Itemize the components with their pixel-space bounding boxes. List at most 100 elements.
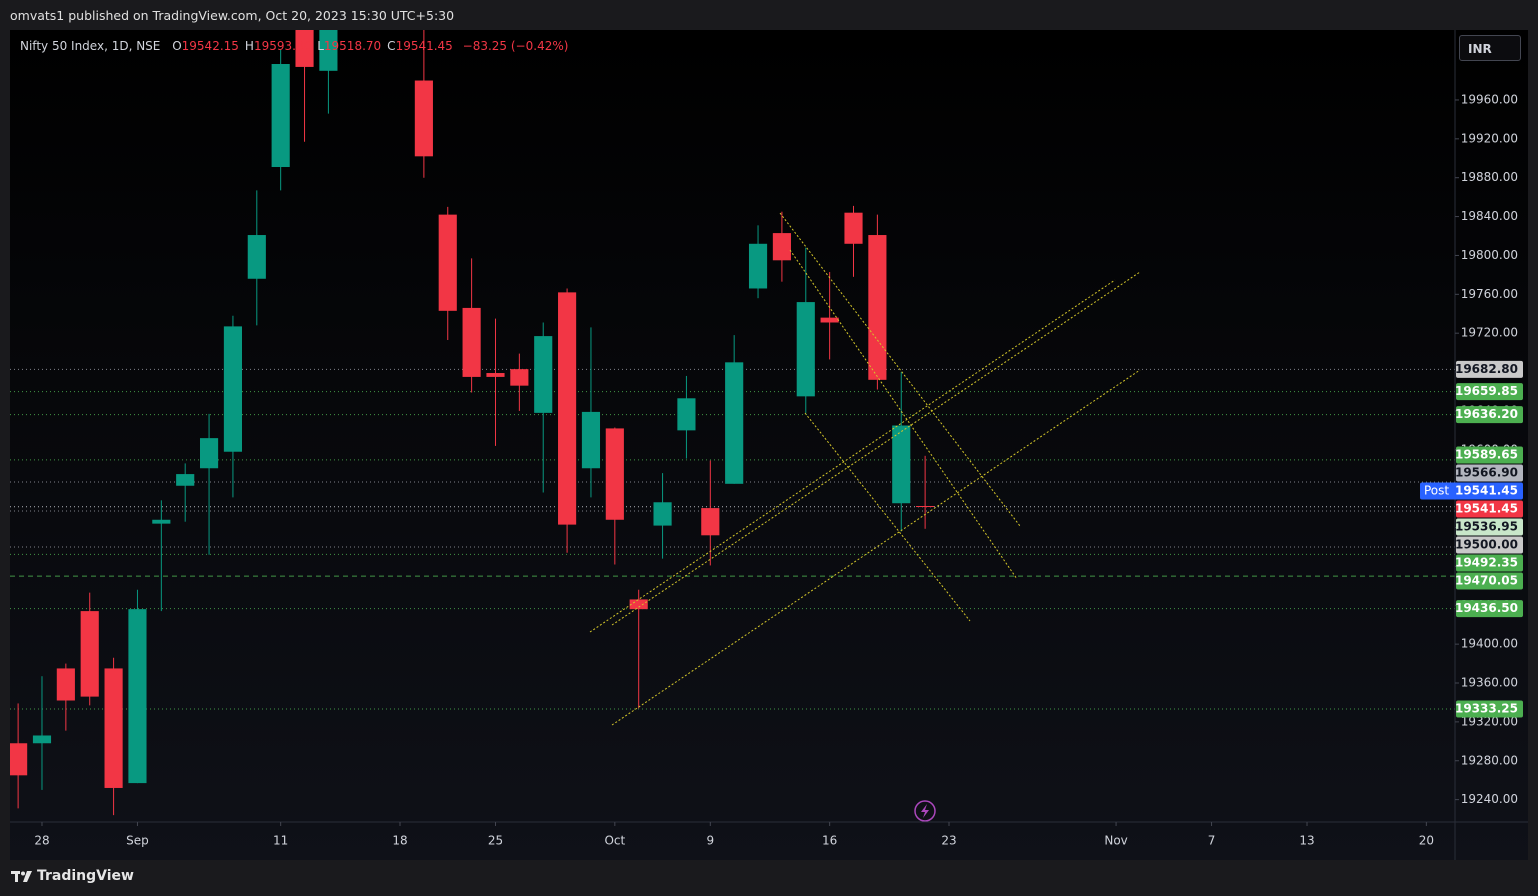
price-level-label: 19659.85 bbox=[1455, 384, 1518, 398]
event-bolt[interactable] bbox=[921, 804, 929, 818]
price-level-label: 19436.50 bbox=[1455, 601, 1518, 615]
candle-body bbox=[438, 214, 457, 311]
y-tick-label: 19960.00 bbox=[1461, 92, 1518, 106]
candle-body bbox=[725, 362, 744, 484]
candle-body bbox=[892, 425, 911, 504]
event-circle[interactable] bbox=[914, 800, 936, 822]
x-tick-label: 25 bbox=[488, 834, 503, 848]
candle-body bbox=[462, 307, 481, 377]
candle-body bbox=[701, 508, 720, 536]
time-axis: 28 Sep 11 18 25 Oct 9 16 23 Nov 7 13 20 bbox=[34, 822, 1434, 848]
legend-key: H bbox=[244, 39, 254, 53]
change: −83.25 (−0.42%) bbox=[462, 39, 569, 53]
price-level-label: 19333.25 bbox=[1455, 702, 1518, 716]
publish-header: omvats1 published on TradingView.com, Oc… bbox=[10, 8, 455, 23]
symbol: Nifty 50 Index, 1D, NSE bbox=[20, 39, 161, 53]
event-icon[interactable] bbox=[914, 800, 936, 822]
price-level-label: 19541.45 bbox=[1455, 501, 1518, 515]
trend-line bbox=[589, 279, 1116, 633]
currency-button[interactable]: INR bbox=[1459, 35, 1521, 61]
y-tick-label: 19400.00 bbox=[1461, 637, 1518, 651]
candle-body bbox=[605, 428, 624, 520]
logo-icon bbox=[11, 871, 32, 882]
candle-body bbox=[558, 292, 577, 525]
y-tick-label: 19840.00 bbox=[1461, 209, 1518, 223]
price-level-label: 19682.80 bbox=[1455, 362, 1518, 376]
trend-line bbox=[789, 249, 1018, 580]
candle-body bbox=[176, 474, 195, 486]
legend-value: 19542.15 bbox=[181, 39, 239, 53]
trend-line bbox=[804, 412, 971, 622]
level-lines bbox=[10, 368, 1455, 710]
y-tick-label: 19760.00 bbox=[1461, 287, 1518, 301]
candle-body bbox=[152, 519, 171, 524]
price-level-label: 19500.00 bbox=[1455, 537, 1518, 551]
candle-body bbox=[868, 235, 887, 380]
candle-body bbox=[796, 302, 815, 397]
post-label: Post bbox=[1424, 483, 1449, 497]
chart-background bbox=[10, 30, 1528, 860]
post-price: 19541.45 bbox=[1455, 483, 1518, 497]
y-tick-label: 19800.00 bbox=[1461, 248, 1518, 262]
x-tick-label: 23 bbox=[941, 834, 956, 848]
candle-body bbox=[80, 611, 99, 697]
candle-body bbox=[748, 243, 768, 289]
candle-body bbox=[486, 373, 505, 377]
plot-area bbox=[10, 30, 1455, 816]
candles bbox=[10, 30, 935, 816]
candle-body bbox=[772, 233, 791, 261]
y-tick-label: 19920.00 bbox=[1461, 131, 1518, 145]
candle-body bbox=[581, 411, 601, 469]
y-tick-label: 19320.00 bbox=[1461, 714, 1518, 728]
price-level-box bbox=[1456, 572, 1523, 590]
candle-body bbox=[534, 336, 553, 413]
legend-key: C bbox=[387, 39, 396, 53]
candle-body bbox=[128, 609, 147, 784]
x-tick-label: 20 bbox=[1419, 834, 1434, 848]
candle-body bbox=[677, 398, 696, 431]
logo-part bbox=[21, 871, 25, 876]
candle-body bbox=[32, 735, 52, 744]
candle-body bbox=[510, 369, 529, 386]
legend-value: 19593.80 bbox=[253, 39, 312, 53]
footer-logo: TradingView bbox=[37, 868, 134, 884]
candle-body bbox=[629, 599, 648, 610]
price-level-label: 19492.35 bbox=[1455, 555, 1518, 569]
logo-part bbox=[23, 871, 32, 882]
price-level-box bbox=[1456, 600, 1523, 618]
price-level-box bbox=[1456, 536, 1523, 554]
candle-body bbox=[247, 235, 266, 279]
y-tick-label: 19280.00 bbox=[1461, 753, 1518, 767]
price-level-label: 19470.05 bbox=[1455, 573, 1518, 587]
legend-key: O bbox=[172, 39, 182, 53]
legend-key: L bbox=[317, 39, 324, 53]
x-tick-label: Nov bbox=[1104, 834, 1127, 848]
price-level-box bbox=[1456, 383, 1523, 401]
price-level-label: 19589.65 bbox=[1455, 447, 1518, 461]
ohlc-values: O19542.15 H19593.80 L19518.70 C19541.45 bbox=[172, 39, 459, 53]
candle-body bbox=[10, 743, 28, 776]
candle-body bbox=[271, 64, 290, 168]
x-tick-label: 11 bbox=[273, 834, 288, 848]
legend-value: 19541.45 bbox=[395, 39, 453, 53]
x-tick-label: 28 bbox=[34, 834, 49, 848]
candle-body bbox=[916, 506, 935, 508]
x-tick-label: 13 bbox=[1299, 834, 1314, 848]
candle-body bbox=[414, 80, 433, 157]
price-level-box bbox=[1456, 500, 1523, 518]
y-tick-label: 19880.00 bbox=[1461, 170, 1518, 184]
price-level-box bbox=[1456, 464, 1523, 482]
y-tick-label: 19360.00 bbox=[1461, 676, 1518, 690]
post-box bbox=[1420, 482, 1523, 500]
candle-body bbox=[844, 212, 863, 244]
price-level-box bbox=[1456, 700, 1523, 718]
price-level-box bbox=[1456, 518, 1523, 536]
price-level-label: 19536.95 bbox=[1455, 519, 1518, 533]
price-level-box bbox=[1456, 446, 1523, 464]
price-level-labels: 19682.80 19659.85 19636.20 19589.65 19566.90… bbox=[1420, 360, 1523, 718]
y-tick-label: 19240.00 bbox=[1461, 792, 1518, 806]
trend-line bbox=[611, 271, 1141, 626]
x-tick-label: Oct bbox=[604, 834, 625, 848]
